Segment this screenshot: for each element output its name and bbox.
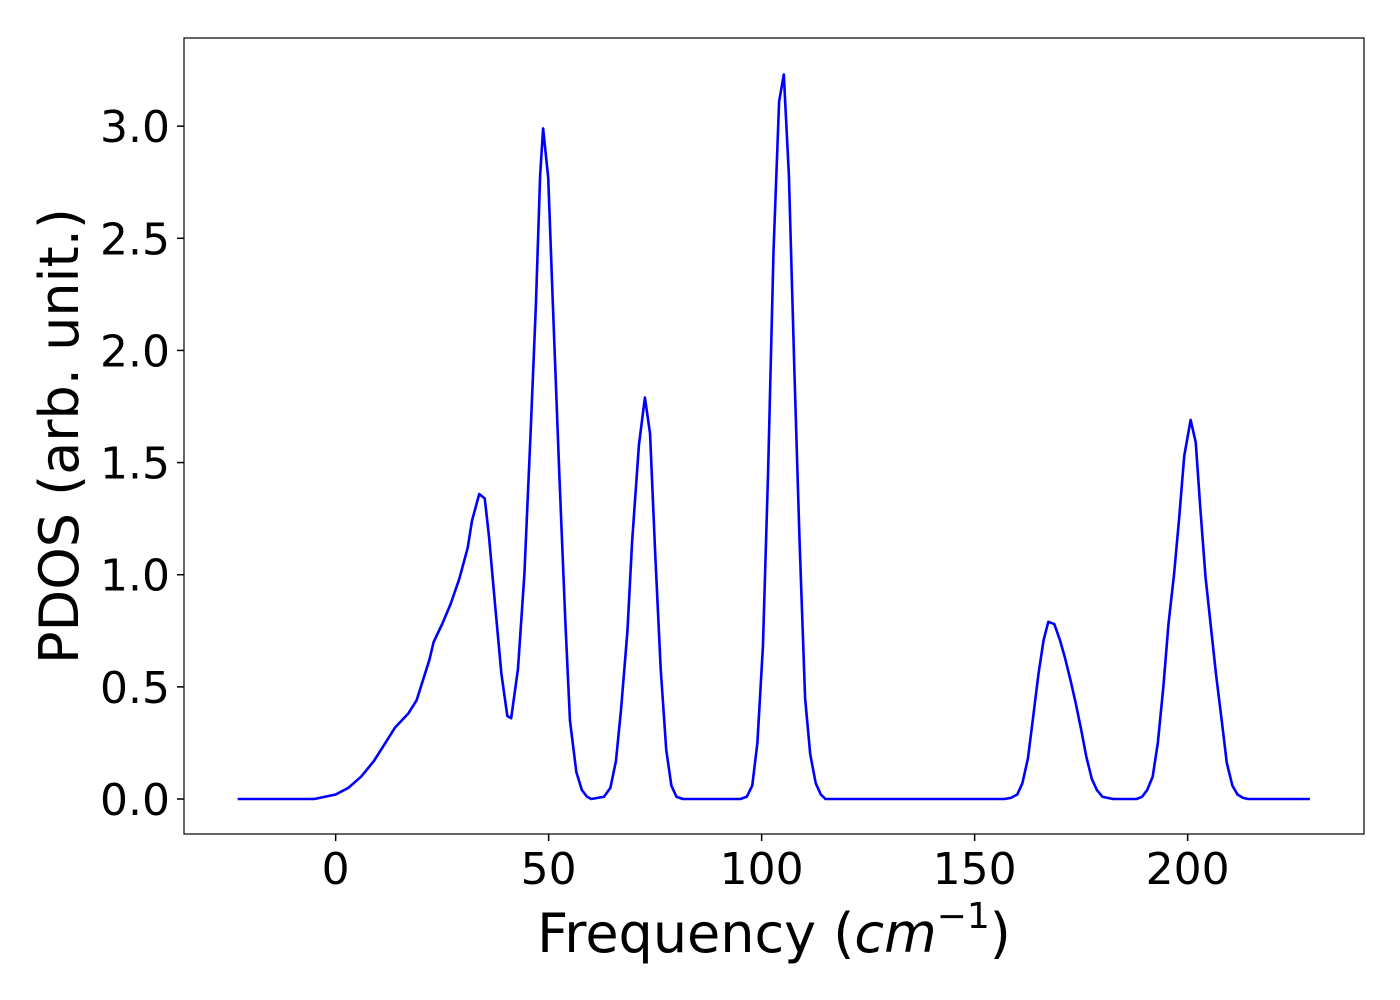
x-label-unit: cm: [854, 902, 936, 965]
y-axis-label: PDOS (arb. unit.): [28, 208, 91, 664]
line-series: [237, 73, 1310, 801]
y-tick-label: 2.0: [100, 326, 170, 377]
y-tick-label: 3.0: [100, 102, 170, 153]
x-tick-label: 0: [322, 844, 350, 895]
y-tick-label: 1.5: [100, 439, 170, 490]
y-tick-label: 0.5: [100, 663, 170, 714]
y-tick-label: 2.5: [100, 214, 170, 265]
x-label-text: Frequency (: [537, 902, 854, 965]
x-tick-label: 150: [933, 844, 1017, 895]
x-tick-label: 200: [1146, 844, 1230, 895]
x-label-exponent: −1: [937, 896, 990, 937]
x-axis-label: Frequency (cm−1): [537, 896, 1011, 965]
y-tick-label: 1.0: [100, 551, 170, 602]
plot-frame: [183, 37, 1365, 835]
x-tick-label: 50: [521, 844, 577, 895]
y-tick-label: 0.0: [100, 775, 170, 826]
x-tick-label: 100: [720, 844, 804, 895]
x-label-close: ): [990, 902, 1011, 965]
